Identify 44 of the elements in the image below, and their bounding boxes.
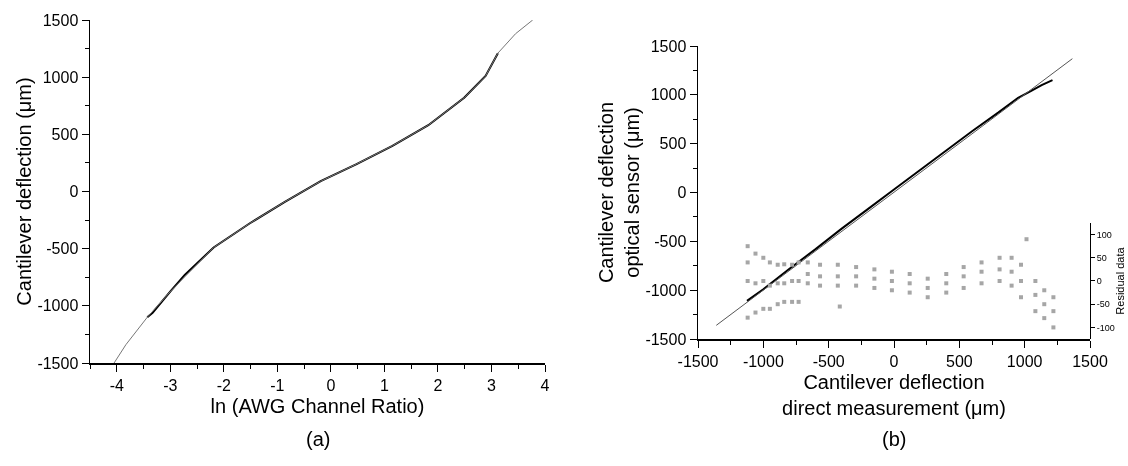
x-tick-label: -1000 <box>742 352 784 370</box>
y3-tick-label: -50 <box>1096 299 1110 310</box>
line-series <box>113 20 534 363</box>
y-tick-label: 500 <box>659 135 687 153</box>
y3-tick-label: 0 <box>1096 276 1102 287</box>
y-tick-label: -1500 <box>645 330 687 348</box>
y-tick-label: 500 <box>51 125 79 143</box>
y-tick-label: -1000 <box>37 297 79 315</box>
x-tick-label: 1000 <box>1006 352 1043 370</box>
y3-tick-label: -100 <box>1096 322 1115 333</box>
x-tick-label: 0 <box>326 376 336 394</box>
x-tick-label: 3 <box>487 376 497 394</box>
x-tick-label: 0 <box>889 352 899 370</box>
x-tick-label: 4 <box>540 376 550 394</box>
x-tick-label: 1 <box>379 376 389 394</box>
x-tick-label: -4 <box>109 376 124 394</box>
y-tick-label: 1000 <box>650 86 687 104</box>
text: (a) <box>306 428 331 450</box>
x-tick-label: -1 <box>270 376 285 394</box>
y-tick-label: 0 <box>69 183 79 201</box>
y-tick-label: 1500 <box>650 37 687 55</box>
x-tick-label: -2 <box>216 376 232 394</box>
x-tick-label: 500 <box>945 352 973 370</box>
line-series <box>146 52 499 319</box>
y-axis-title: Cantilever deflection (μm) <box>13 77 36 306</box>
y-axis-title: Cantilever deflection optical sensor (μm) <box>595 101 644 284</box>
x-tick-label: 1500 <box>1072 352 1108 370</box>
line-series <box>746 79 1054 302</box>
x-axis-title: ln (AWG Channel Ratio) <box>210 394 425 417</box>
y-tick-label: -500 <box>46 240 79 258</box>
y-tick-label: -1000 <box>645 281 687 299</box>
y-tick-label: 1000 <box>42 68 79 86</box>
text: (b) <box>882 428 907 450</box>
x-axis-title: Cantilever deflection direct measurement (μm) <box>782 370 1006 419</box>
y-tick-label: 1500 <box>42 11 79 29</box>
y3-axis-title: Residual data <box>1114 246 1127 315</box>
y-tick-label: 0 <box>677 184 687 202</box>
y3-tick-label: 50 <box>1096 252 1107 263</box>
x-tick-label: -500 <box>812 352 845 370</box>
y-tick-label: -500 <box>654 232 687 250</box>
y3-tick-label: 100 <box>1096 229 1112 240</box>
x-tick-label: -3 <box>163 376 178 394</box>
x-tick-label: -1500 <box>677 352 719 370</box>
x-tick-label: 2 <box>433 376 443 394</box>
